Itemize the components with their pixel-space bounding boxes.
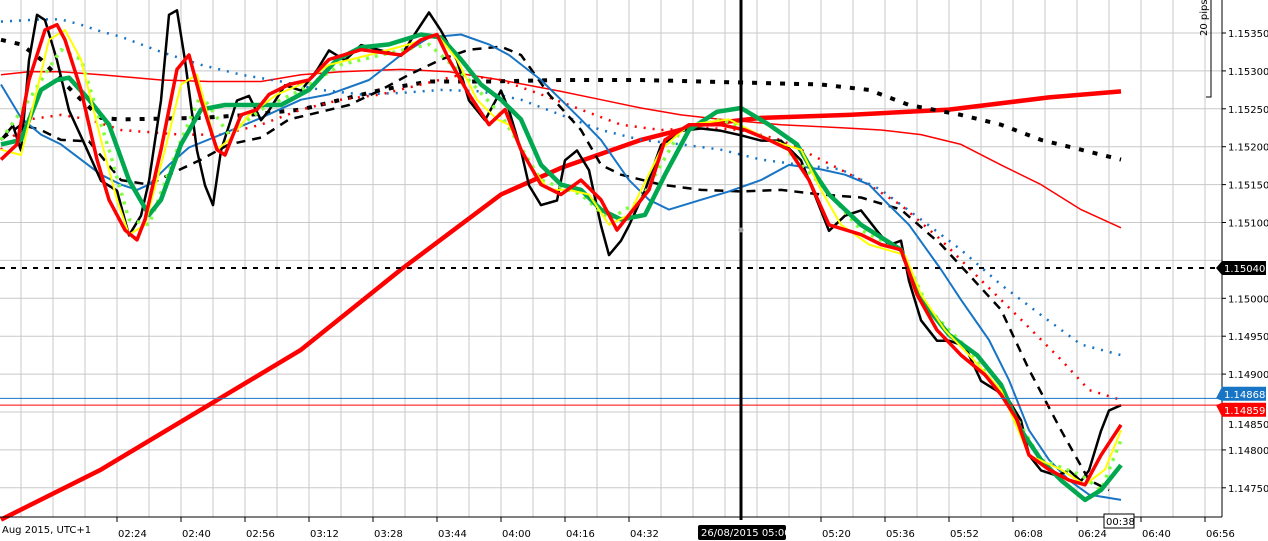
time-tick-label: 04:16 xyxy=(566,529,595,540)
time-tick-label: 05:36 xyxy=(886,529,915,540)
price-tick-label: 1.14850 xyxy=(1228,420,1268,431)
time-tick-label: 03:28 xyxy=(374,529,403,540)
indicator-line-1 xyxy=(0,68,1122,229)
time-tick-label: 02:40 xyxy=(182,529,211,540)
time-tick-label: 02:24 xyxy=(118,529,147,540)
time-tick-label: 04:00 xyxy=(502,529,531,540)
crosshair-time-box xyxy=(698,525,786,540)
price-tick-label: 1.14750 xyxy=(1228,484,1268,495)
price-tick-label: 1.15000 xyxy=(1228,294,1268,305)
indicator-line-0 xyxy=(0,89,1122,522)
indicator-line-4 xyxy=(0,73,1122,402)
price-axis[interactable]: 1.15400 1.15350 1.15300 1.15250 1.15200 1.151… xyxy=(1222,0,1268,495)
indicator-line-6 xyxy=(0,33,1122,501)
time-axis-prefix: Aug 2015, UTC+1 xyxy=(2,525,91,536)
time-tick-label: 04:32 xyxy=(630,529,659,540)
price-tick-label: 1.15400 xyxy=(1228,0,1268,2)
indicator-line-2 xyxy=(0,37,1122,162)
price-tag xyxy=(1216,260,1266,275)
price-tag xyxy=(1216,402,1266,417)
price-tick-label: 1.15300 xyxy=(1228,67,1268,78)
time-tick-label: 06:40 xyxy=(1142,529,1171,540)
crosshair-dot xyxy=(738,227,744,233)
indicator-line-10 xyxy=(0,29,1122,486)
crosshair-time-label: 26/08/2015 05:00 xyxy=(701,528,791,539)
price-tick-label: 1.15150 xyxy=(1228,181,1268,192)
time-tick-label: 05:20 xyxy=(822,529,851,540)
price-tick-label: 1.14900 xyxy=(1228,370,1268,381)
series-layer xyxy=(0,9,1123,522)
price-tick-label: 1.15200 xyxy=(1228,143,1268,154)
countdown: 00:38 xyxy=(1103,513,1135,529)
time-tick-label: 03:12 xyxy=(310,529,339,540)
range-marker-label: 20 pips xyxy=(1199,0,1210,36)
time-axis[interactable]: 02:24 02:40 02:56 03:12 03:28 03:44 04:00 04:16… xyxy=(116,517,1235,540)
price-tick-label: 1.15350 xyxy=(1228,29,1268,40)
price-tag-label: 1.14859 xyxy=(1224,406,1265,417)
time-tick-label: 06:08 xyxy=(1014,529,1043,540)
price-tick-label: 1.15100 xyxy=(1228,219,1268,230)
indicator-line-8 xyxy=(0,42,1123,492)
crosshair[interactable]: 26/08/2015 05:00 xyxy=(698,0,791,540)
indicator-line-11 xyxy=(0,22,1123,487)
range-marker: 20 pips xyxy=(1199,0,1212,98)
price-tag xyxy=(1216,386,1266,401)
price-tick-label: 1.14800 xyxy=(1228,446,1268,457)
time-tick-label: 02:56 xyxy=(246,529,275,540)
grid xyxy=(0,0,1222,517)
countdown-box xyxy=(1103,513,1135,529)
time-tick-label: 06:56 xyxy=(1206,529,1235,540)
indicator-line-3 xyxy=(0,18,1122,357)
range-bracket xyxy=(1206,0,1212,98)
price-tick-label: 1.15250 xyxy=(1228,105,1268,116)
price-tag-label: 1.14868 xyxy=(1224,390,1265,401)
countdown-label: 00:38 xyxy=(1106,517,1135,528)
horizontal-lines xyxy=(0,266,1222,406)
time-tick-label: 05:52 xyxy=(950,529,979,540)
price-tag-label: 1.15040 xyxy=(1224,264,1265,275)
price-tags: 1.15040 1.14868 1.14859 xyxy=(1216,260,1266,417)
time-tick-label: 06:24 xyxy=(1078,529,1107,540)
price-tick-label: 1.14950 xyxy=(1228,332,1268,343)
time-tick-label: 03:44 xyxy=(438,529,467,540)
